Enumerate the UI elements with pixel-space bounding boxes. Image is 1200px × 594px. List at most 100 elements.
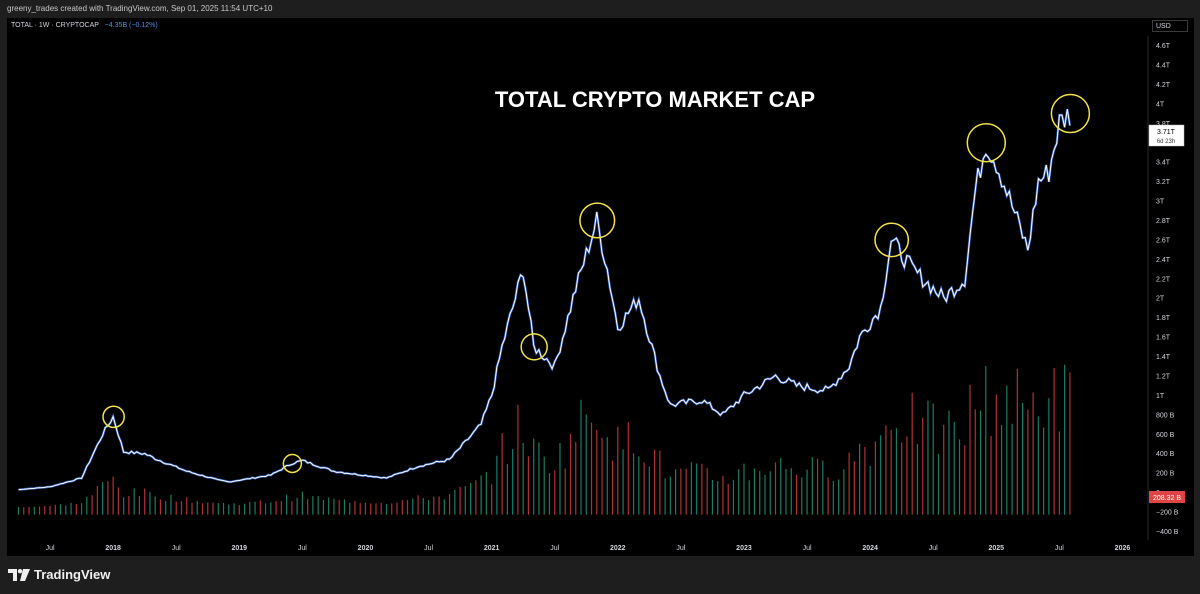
volume-bar xyxy=(438,496,440,515)
y-tick-label: 4.2T xyxy=(1156,82,1171,89)
volume-bar xyxy=(370,503,372,515)
x-tick-label: 2018 xyxy=(105,545,121,552)
volume-bar xyxy=(301,491,303,515)
volume-bar xyxy=(217,502,219,515)
volume-bar xyxy=(611,460,614,515)
volume-bar xyxy=(433,496,435,515)
volume-bar xyxy=(296,497,298,515)
symbol-legend: TOTAL · 1W · CRYPTOCAP −4.35B (−0.12%) xyxy=(11,22,158,29)
volume-bar xyxy=(927,400,929,515)
volume-bar xyxy=(690,462,692,515)
volume-bar xyxy=(979,410,982,515)
volume-bar xyxy=(470,482,472,515)
volume-bar xyxy=(196,500,198,515)
volume-bar xyxy=(427,500,430,515)
volume-bar xyxy=(186,497,188,515)
y-tick-label: 1.8T xyxy=(1156,315,1171,322)
volume-bar xyxy=(475,480,477,515)
volume-bar xyxy=(916,443,919,515)
volume-bar xyxy=(622,449,624,515)
x-tick-label: 2019 xyxy=(232,545,248,552)
volume-bar xyxy=(774,462,777,515)
volume-bar xyxy=(790,468,792,515)
volume-bar xyxy=(396,502,398,515)
y-tick-label: −200 B xyxy=(1156,510,1179,517)
volume-bar xyxy=(911,392,913,515)
volume-bar xyxy=(349,502,351,515)
volume-bar xyxy=(816,458,819,515)
volume-bar xyxy=(228,504,230,515)
volume-bar xyxy=(254,501,256,515)
volume-bar xyxy=(1037,416,1039,515)
volume-bar xyxy=(601,437,603,515)
y-tick-label: 4.4T xyxy=(1156,62,1171,69)
volume-bar xyxy=(412,498,414,515)
volume-bar xyxy=(585,414,587,515)
volume-bar xyxy=(590,422,593,515)
volume-bar xyxy=(759,471,761,515)
y-tick-label: 600 B xyxy=(1156,432,1175,439)
volume-bar xyxy=(606,437,608,515)
volume-bar xyxy=(527,456,530,515)
volume-bar xyxy=(569,433,572,515)
volume-bar xyxy=(443,499,445,515)
volume-bar xyxy=(1000,425,1003,515)
volume-bar xyxy=(96,486,98,515)
volume-bar xyxy=(753,468,756,515)
symbol-label: TOTAL · 1W · CRYPTOCAP xyxy=(11,22,99,29)
volume-bar xyxy=(44,506,46,515)
volume-bar xyxy=(1032,392,1034,515)
volume-bar xyxy=(953,422,955,515)
volume-bar xyxy=(617,426,619,515)
volume-bar xyxy=(874,441,876,515)
chart-title: TOTAL CRYPTO MARKET CAP xyxy=(495,87,815,112)
y-tick-label: 4.6T xyxy=(1156,43,1171,50)
volume-bar xyxy=(680,468,682,515)
volume-bar xyxy=(638,456,640,515)
x-tick-label: Jul xyxy=(172,545,181,552)
volume-bar xyxy=(1048,398,1050,515)
volume-bar xyxy=(170,494,172,515)
volume-bar xyxy=(990,436,992,515)
volume-bar xyxy=(233,503,235,515)
volume-bar xyxy=(401,500,403,515)
volume-bar xyxy=(727,483,729,515)
y-tick-label: 1.2T xyxy=(1156,373,1171,380)
volume-bar xyxy=(696,463,698,515)
volume-bar xyxy=(354,501,356,515)
currency-button[interactable]: USD xyxy=(1152,20,1188,32)
volume-bar xyxy=(485,471,487,515)
volume-bar xyxy=(70,502,72,515)
volume-bar xyxy=(54,504,56,515)
volume-bar xyxy=(149,491,151,515)
volume-bar xyxy=(270,502,272,515)
y-tick-label: 400 B xyxy=(1156,451,1175,458)
x-tick-label: Jul xyxy=(1055,545,1064,552)
volume-bar xyxy=(359,503,361,515)
volume-bar xyxy=(207,502,209,515)
price-line[interactable] xyxy=(18,109,1071,491)
volume-bar xyxy=(1053,368,1055,515)
volume-bar xyxy=(338,499,340,515)
volume-bar xyxy=(38,506,41,515)
volume-bar xyxy=(1016,368,1018,515)
y-tick-label: 2.6T xyxy=(1156,237,1171,244)
volume-bar xyxy=(822,460,824,515)
x-tick-label: 2023 xyxy=(736,545,752,552)
volume-bar xyxy=(375,503,377,515)
volume-bar xyxy=(212,502,214,515)
footer-bar xyxy=(0,556,1200,594)
volume-bar xyxy=(448,494,451,515)
volume-bar xyxy=(533,438,535,515)
volume-bar xyxy=(864,446,866,515)
peak-highlight-circle xyxy=(102,405,125,429)
volume-bar xyxy=(417,495,419,515)
volume-bar xyxy=(517,404,519,515)
volume-bar xyxy=(653,449,656,515)
volume-bar xyxy=(28,506,30,515)
tradingview-logo[interactable]: TradingView xyxy=(8,567,110,582)
volume-bar xyxy=(117,487,119,515)
volume-bar xyxy=(969,384,971,515)
volume-bar xyxy=(1064,364,1066,515)
